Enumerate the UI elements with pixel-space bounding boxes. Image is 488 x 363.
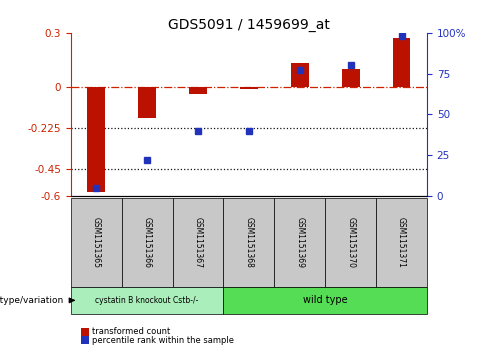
Bar: [173, 198, 224, 287]
Bar: [393, 38, 410, 87]
Bar: [71, 198, 122, 287]
Bar: [291, 62, 309, 87]
Text: wild type: wild type: [303, 295, 347, 305]
Text: GSM1151366: GSM1151366: [142, 217, 152, 268]
Bar: [87, 87, 105, 192]
Bar: [240, 87, 258, 89]
Bar: [342, 69, 360, 87]
Text: transformed count: transformed count: [92, 327, 170, 336]
Text: percentile rank within the sample: percentile rank within the sample: [92, 336, 234, 344]
Text: GSM1151370: GSM1151370: [346, 217, 355, 268]
Bar: [376, 198, 427, 287]
Text: genotype/variation: genotype/variation: [0, 296, 63, 305]
Text: GSM1151365: GSM1151365: [92, 217, 101, 268]
Text: GSM1151367: GSM1151367: [193, 217, 203, 268]
Bar: [274, 198, 325, 287]
Bar: [138, 87, 156, 118]
Title: GDS5091 / 1459699_at: GDS5091 / 1459699_at: [168, 18, 330, 32]
Text: GSM1151368: GSM1151368: [244, 217, 253, 268]
Bar: [81, 336, 89, 344]
Bar: [224, 287, 427, 314]
Text: GSM1151369: GSM1151369: [295, 217, 305, 268]
Bar: [122, 198, 173, 287]
Bar: [189, 87, 207, 94]
Bar: [81, 328, 89, 336]
Bar: [71, 287, 224, 314]
Bar: [325, 198, 376, 287]
Bar: [224, 198, 274, 287]
Text: cystatin B knockout Cstb-/-: cystatin B knockout Cstb-/-: [96, 296, 199, 305]
Text: GSM1151371: GSM1151371: [397, 217, 406, 268]
